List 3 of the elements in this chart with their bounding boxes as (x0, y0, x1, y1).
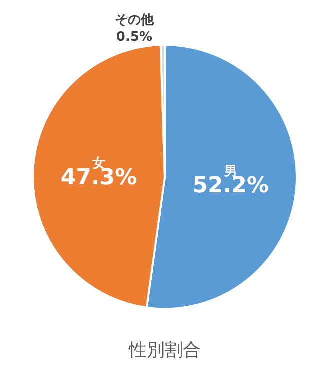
slice-label: その他 (114, 13, 155, 28)
text: 性別割合 (128, 340, 201, 361)
data-label: 0.5% (116, 30, 152, 46)
